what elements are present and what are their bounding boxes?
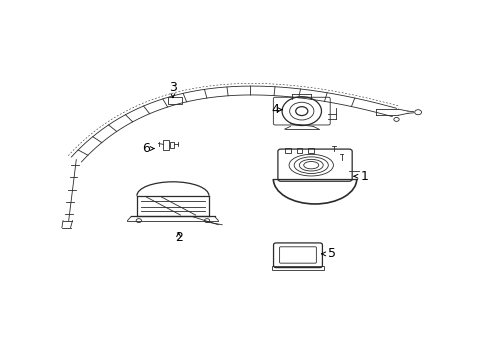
Bar (307, 148, 313, 153)
Text: 2: 2 (174, 231, 182, 244)
Text: 5: 5 (321, 247, 335, 260)
Bar (168, 96, 181, 104)
Bar (296, 148, 302, 153)
Text: 1: 1 (353, 170, 367, 183)
Bar (163, 140, 169, 150)
Text: 3: 3 (169, 81, 177, 98)
Text: 6: 6 (142, 142, 154, 155)
Text: 4: 4 (271, 103, 282, 116)
Bar (272, 266, 323, 270)
Bar (285, 148, 290, 153)
Bar (169, 143, 174, 148)
